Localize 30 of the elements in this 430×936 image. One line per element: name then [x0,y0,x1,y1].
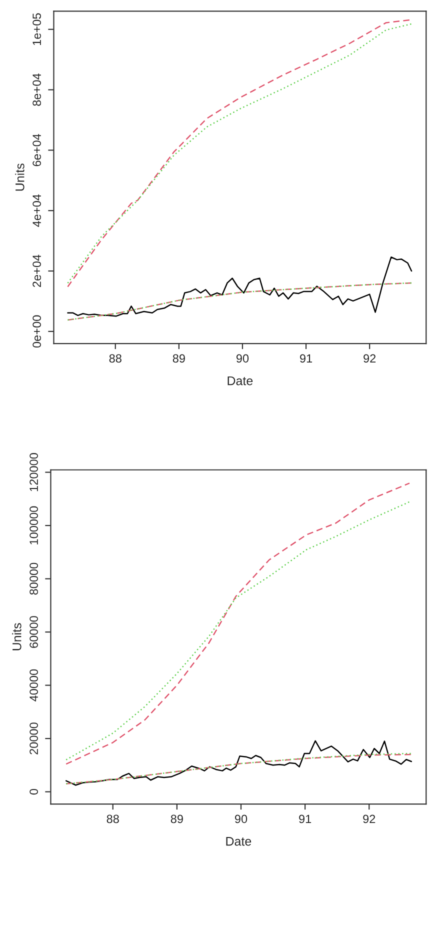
y-tick-label: 4e+04 [32,194,41,227]
y-tick-label: 20000 [30,722,38,754]
x-tick-label: 88 [106,814,119,824]
y-tick-label: 60000 [30,616,38,648]
y-tick-label: 120000 [30,453,38,492]
y-tick-label: 6e+04 [32,134,41,166]
line-series [65,740,412,786]
y-tick-label: 1e+05 [32,13,41,46]
y-tick-label: 0e+00 [32,315,41,348]
x-axis-title: Date [228,376,253,386]
line-series [67,256,412,317]
x-tick-label: 89 [172,354,185,363]
y-tick-label: 8e+04 [32,74,41,106]
x-axis-title: Date [226,837,252,846]
y-tick-label: 2e+04 [32,254,41,287]
line-series [67,282,412,321]
x-tick-label: 91 [299,814,312,824]
y-axis-title: Units [15,164,24,191]
x-tick-label: 90 [236,354,249,363]
x-tick-label: 92 [363,814,376,824]
y-tick-label: 0 [30,788,38,795]
y-axis-title: Units [12,623,22,650]
y-tick-label: 100000 [30,506,38,544]
x-tick-label: 88 [109,354,122,363]
x-tick-label: 91 [300,354,312,363]
y-tick-label: 80000 [30,562,38,595]
y-tick-label: 40000 [30,669,38,702]
x-tick-label: 89 [170,814,183,824]
x-tick-label: 90 [234,814,248,824]
x-tick-label: 92 [364,354,376,363]
